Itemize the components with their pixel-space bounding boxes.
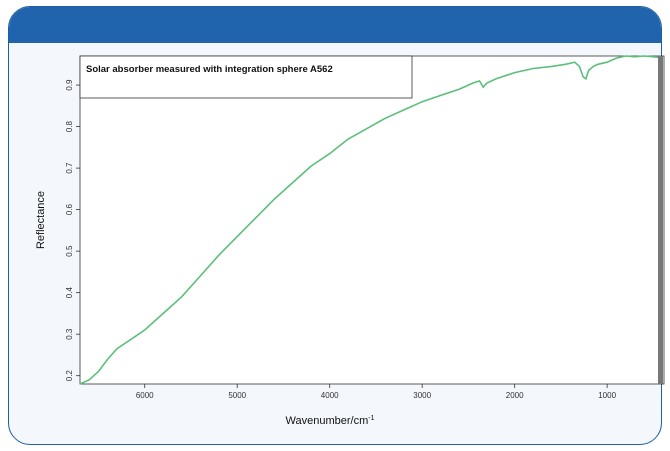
plot-right-edge — [658, 56, 663, 384]
y-axis-ticks: 0.2 0.3 0.4 0.5 0.6 0.7 0.8 0.9 — [65, 79, 80, 381]
x-tick-label: 5000 — [228, 391, 246, 400]
x-axis-label-text: Wavenumber/cm — [286, 415, 369, 427]
x-axis-label: Wavenumber/cm-1 — [286, 415, 375, 427]
y-tick-label: 0.9 — [65, 79, 74, 91]
legend-text: Solar absorber measured with integration… — [86, 64, 333, 75]
x-axis-label-superscript: -1 — [368, 415, 374, 422]
x-tick-label: 2000 — [506, 391, 524, 400]
x-axis-ticks: 6000 5000 4000 3000 2000 1000 — [136, 384, 617, 400]
y-tick-label: 0.2 — [65, 370, 74, 382]
x-tick-label: 6000 — [136, 391, 154, 400]
y-tick-label: 0.4 — [65, 287, 74, 299]
y-tick-label: 0.3 — [65, 328, 74, 340]
y-tick-label: 0.6 — [65, 204, 74, 216]
reflectance-series-line — [79, 55, 659, 385]
y-tick-label: 0.8 — [65, 120, 74, 132]
y-tick-label: 0.7 — [65, 162, 74, 174]
x-tick-label: 3000 — [413, 391, 431, 400]
plot-area — [79, 55, 665, 385]
legend-box — [79, 55, 413, 99]
y-axis-label: Reflectance — [35, 191, 47, 249]
card-header — [9, 7, 661, 43]
x-tick-label: 4000 — [321, 391, 339, 400]
x-tick-label: 1000 — [598, 391, 616, 400]
y-tick-label: 0.5 — [65, 245, 74, 257]
